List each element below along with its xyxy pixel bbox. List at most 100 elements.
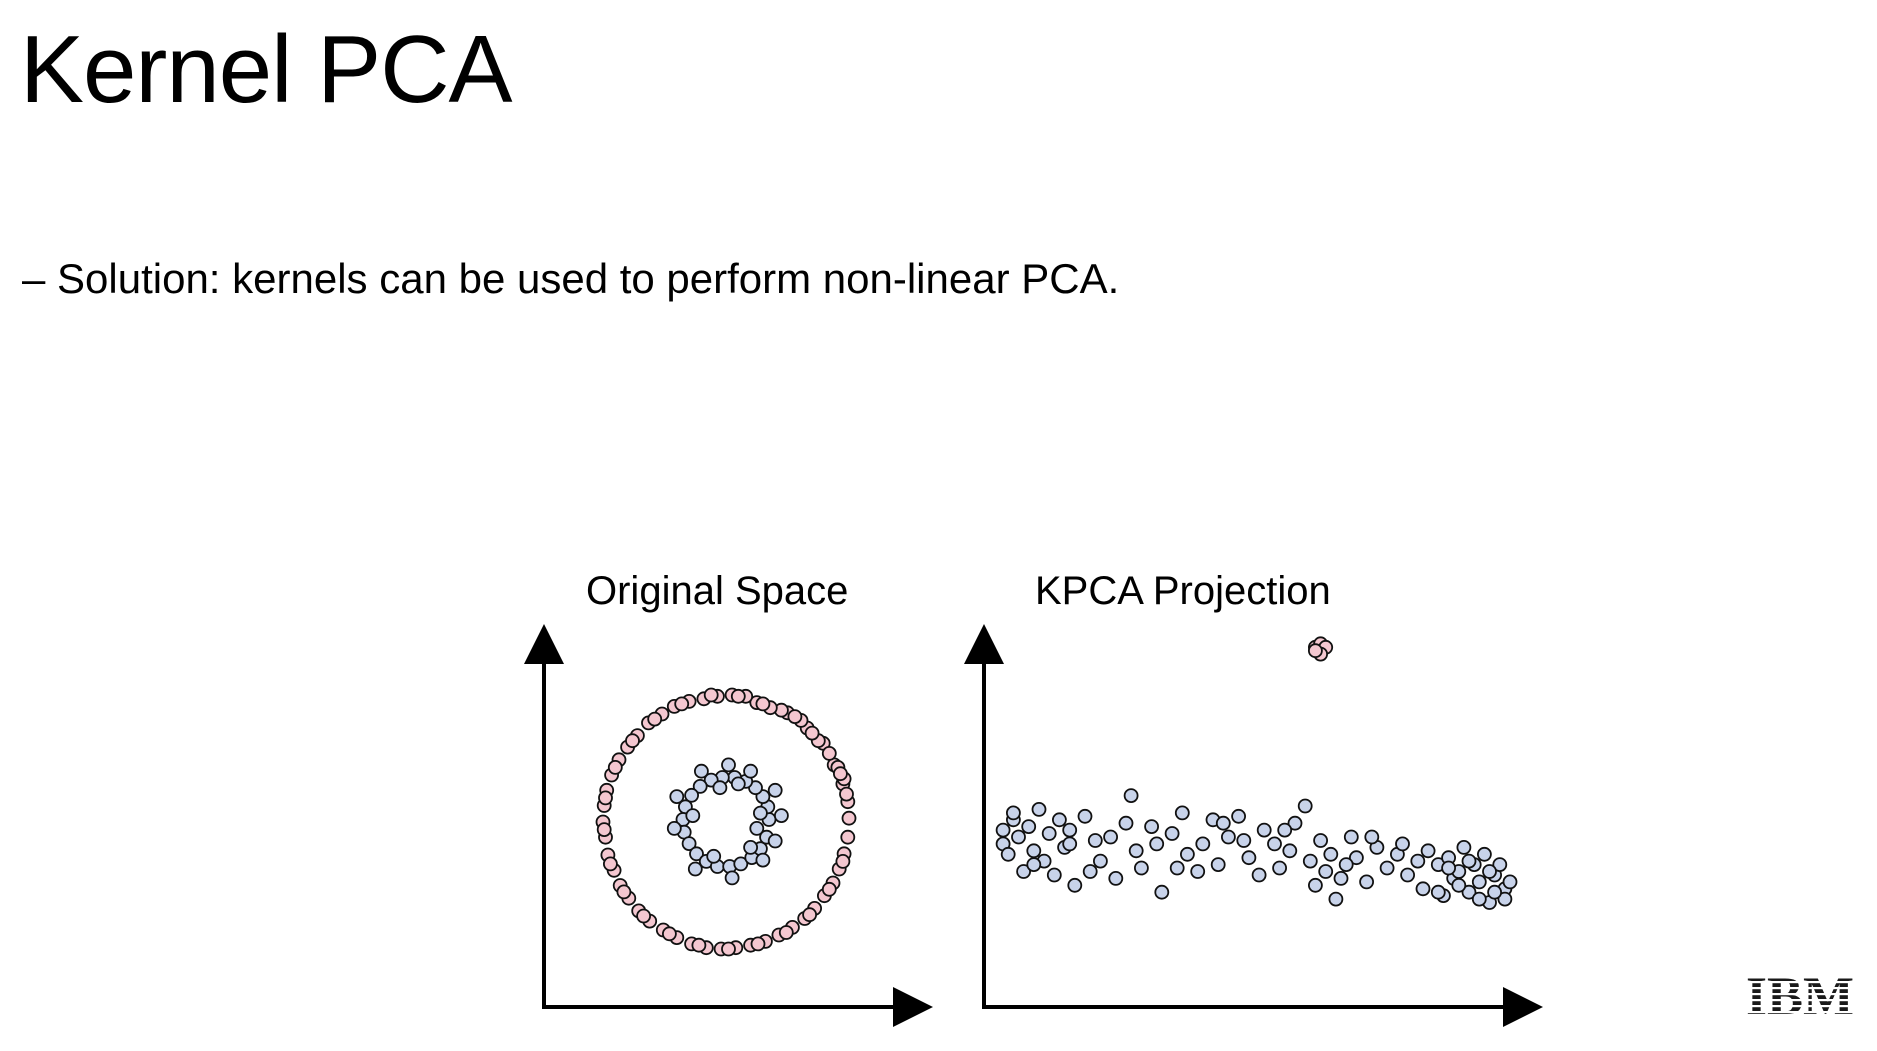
original-space-title: Original Space <box>586 569 849 613</box>
inner-projection-point-31 <box>1195 836 1211 852</box>
inner-ring-point-28 <box>687 861 703 877</box>
inner-projection-point-79 <box>1471 891 1487 907</box>
outer-ring-point-73 <box>750 936 766 952</box>
outer-ring-point-71 <box>691 937 707 953</box>
outer-ring-point-60 <box>703 687 719 703</box>
inner-ring-point-24 <box>774 808 789 823</box>
kpca-projection-plot <box>964 624 1543 1027</box>
inner-projection-point-50 <box>1333 871 1349 886</box>
outer-ring-point-52 <box>841 810 857 826</box>
outer-ring-point-72 <box>721 941 736 957</box>
outer-ring-point-77 <box>835 854 851 869</box>
inner-projection-point-35 <box>1231 808 1246 824</box>
inner-projection-point-53 <box>1359 874 1374 890</box>
outer-ring-point-65 <box>598 790 613 806</box>
kpca-points <box>995 636 1518 910</box>
inner-projection-point-66 <box>1456 840 1472 855</box>
inner-ring-point-8 <box>692 779 708 794</box>
original-points <box>595 687 857 957</box>
inner-projection-point-15 <box>1067 877 1083 893</box>
inner-ring-point-32 <box>694 763 709 779</box>
inner-projection-point-91 <box>1236 833 1252 848</box>
inner-projection-point-88 <box>1149 836 1165 852</box>
outer-ring-point-62 <box>647 711 663 727</box>
ibm-logo: IBM <box>1746 970 1854 1018</box>
inner-projection-point-12 <box>1052 812 1067 828</box>
inner-projection-point-25 <box>1144 819 1159 834</box>
inner-projection-point-82 <box>1441 860 1456 876</box>
inner-projection-point-77 <box>1487 884 1502 900</box>
outer-ring-point-57 <box>787 709 803 724</box>
inner-ring-point-14 <box>689 846 704 862</box>
inner-projection-point-20 <box>1108 871 1124 886</box>
outer-ring-point-63 <box>625 733 640 749</box>
inner-ring-point-13 <box>681 836 697 851</box>
inner-projection-point-23 <box>1128 843 1144 859</box>
inner-ring-point-37 <box>706 848 722 864</box>
inner-ring-point-35 <box>749 821 765 836</box>
inner-projection-point-22 <box>1123 788 1139 803</box>
inner-ring-point-9 <box>684 787 699 803</box>
inner-projection-point-37 <box>1251 867 1267 883</box>
inner-projection-point-87 <box>1082 864 1098 879</box>
inner-projection-point-78 <box>1482 864 1497 879</box>
outer-ring-point-66 <box>596 822 612 837</box>
inner-projection-point-92 <box>1277 822 1293 838</box>
inner-projection-point-49 <box>1328 891 1344 907</box>
inner-projection-point-46 <box>1313 833 1328 848</box>
bullet-text: Solution: kernels can be used to perform… <box>57 255 1120 302</box>
inner-projection-point-84 <box>1006 805 1021 821</box>
inner-projection-point-41 <box>1282 843 1298 859</box>
outer-ring-point-67 <box>603 856 618 872</box>
inner-projection-point-43 <box>1297 798 1313 814</box>
inner-projection-point-55 <box>1379 860 1395 876</box>
inner-projection-point-45 <box>1308 877 1323 893</box>
inner-projection-point-28 <box>1174 805 1190 821</box>
inner-projection-point-40 <box>1272 860 1287 876</box>
inner-projection-point-16 <box>1077 808 1093 824</box>
outer-cluster-point-4 <box>1308 643 1323 659</box>
inner-projection-point-59 <box>1415 881 1431 897</box>
inner-projection-point-73 <box>1492 857 1508 872</box>
kpca-projection-title: KPCA Projection <box>1035 569 1331 613</box>
inner-ring-point-25 <box>767 833 783 849</box>
inner-projection-point-10 <box>1041 826 1057 841</box>
slide-title: Kernel PCA <box>20 16 513 123</box>
inner-projection-point-93 <box>1338 857 1354 872</box>
inner-projection-point-2 <box>1000 846 1016 862</box>
inner-projection-point-7 <box>1026 843 1042 859</box>
inner-projection-point-47 <box>1318 864 1334 879</box>
inner-projection-point-19 <box>1103 829 1118 845</box>
inner-projection-point-52 <box>1349 850 1364 866</box>
inner-projection-point-39 <box>1267 836 1282 852</box>
inner-projection-point-6 <box>1021 819 1037 834</box>
inner-projection-point-26 <box>1154 884 1170 900</box>
inner-projection-point-30 <box>1190 864 1206 879</box>
inner-ring-point-31 <box>743 763 758 779</box>
outer-ring-point-56 <box>804 725 820 741</box>
outer-ring-point-64 <box>607 760 623 775</box>
outer-ring-point-68 <box>616 884 632 900</box>
inner-projection-point-76 <box>1497 891 1513 907</box>
inner-projection-point-95 <box>1395 836 1410 852</box>
inner-projection-point-17 <box>1087 833 1103 848</box>
inner-projection-point-0 <box>995 822 1011 838</box>
outer-ring-point-76 <box>821 881 837 897</box>
outer-ring-point-55 <box>821 746 837 761</box>
inner-projection-point-89 <box>1169 860 1185 876</box>
inner-ring-point-30 <box>755 852 771 868</box>
inner-projection-point-44 <box>1302 853 1318 869</box>
inner-projection-point-67 <box>1461 884 1477 900</box>
inner-projection-point-33 <box>1210 857 1226 872</box>
inner-ring-point-23 <box>767 782 783 798</box>
outer-ring-point-53 <box>839 786 854 802</box>
inner-projection-point-58 <box>1410 853 1426 869</box>
inner-ring-point-34 <box>685 808 701 823</box>
ibm-logo-text: IBM <box>1746 970 1854 1018</box>
inner-projection-point-51 <box>1343 829 1359 845</box>
inner-projection-point-70 <box>1477 846 1492 862</box>
bullet-point: – Solution: kernels can be used to perfo… <box>22 258 1119 300</box>
outer-ring-point-70 <box>662 926 677 942</box>
inner-projection-point-8 <box>1031 802 1047 817</box>
